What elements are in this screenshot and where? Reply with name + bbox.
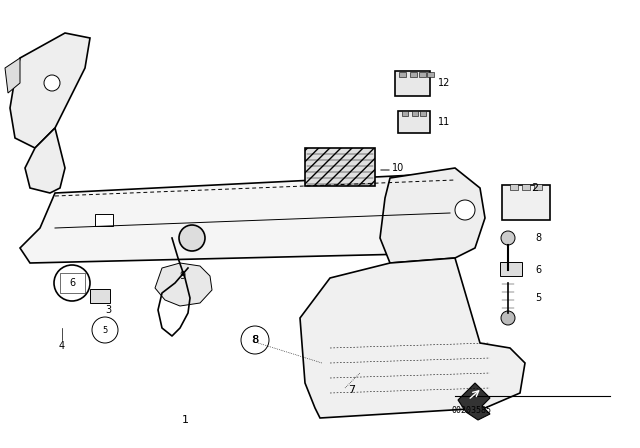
Text: 6: 6	[69, 278, 75, 288]
Text: 5: 5	[535, 293, 541, 303]
Polygon shape	[155, 263, 212, 306]
Polygon shape	[20, 173, 460, 263]
Circle shape	[501, 311, 515, 325]
Text: 2: 2	[531, 183, 539, 193]
Polygon shape	[380, 168, 485, 263]
FancyBboxPatch shape	[398, 111, 430, 133]
Text: 1: 1	[182, 415, 189, 425]
Text: 7: 7	[348, 385, 356, 395]
Circle shape	[54, 265, 90, 301]
Bar	[60, 273, 85, 293]
Bar	[522, 184, 530, 190]
Polygon shape	[25, 128, 65, 193]
Circle shape	[44, 75, 60, 91]
Bar	[90, 289, 110, 303]
FancyBboxPatch shape	[502, 185, 550, 220]
Bar	[95, 214, 113, 226]
Polygon shape	[300, 258, 525, 418]
Text: 10: 10	[392, 163, 404, 173]
Text: 6: 6	[535, 265, 541, 275]
Polygon shape	[5, 58, 20, 93]
Text: 8: 8	[252, 335, 258, 345]
Bar	[534, 184, 542, 190]
Text: 8: 8	[535, 233, 541, 243]
Polygon shape	[10, 33, 90, 148]
Bar	[412, 111, 418, 116]
Bar	[510, 184, 518, 190]
Bar	[419, 72, 426, 77]
Bar	[500, 262, 522, 276]
FancyBboxPatch shape	[395, 71, 430, 96]
Bar	[399, 72, 406, 77]
Bar	[410, 72, 417, 77]
Text: 12: 12	[438, 78, 451, 88]
Circle shape	[455, 200, 475, 220]
Bar	[420, 111, 426, 116]
Circle shape	[179, 225, 205, 251]
Bar	[402, 111, 408, 116]
Circle shape	[92, 317, 118, 343]
Text: 11: 11	[438, 117, 451, 127]
Text: 8: 8	[252, 335, 259, 345]
Text: 3: 3	[105, 305, 111, 315]
Bar	[305, 148, 375, 186]
Text: 9: 9	[179, 271, 185, 281]
Text: 4: 4	[59, 341, 65, 351]
Circle shape	[501, 231, 515, 245]
Bar	[427, 72, 434, 77]
Circle shape	[241, 326, 269, 354]
Polygon shape	[458, 383, 490, 420]
Text: 00203585: 00203585	[452, 405, 492, 414]
Text: 5: 5	[102, 326, 108, 335]
